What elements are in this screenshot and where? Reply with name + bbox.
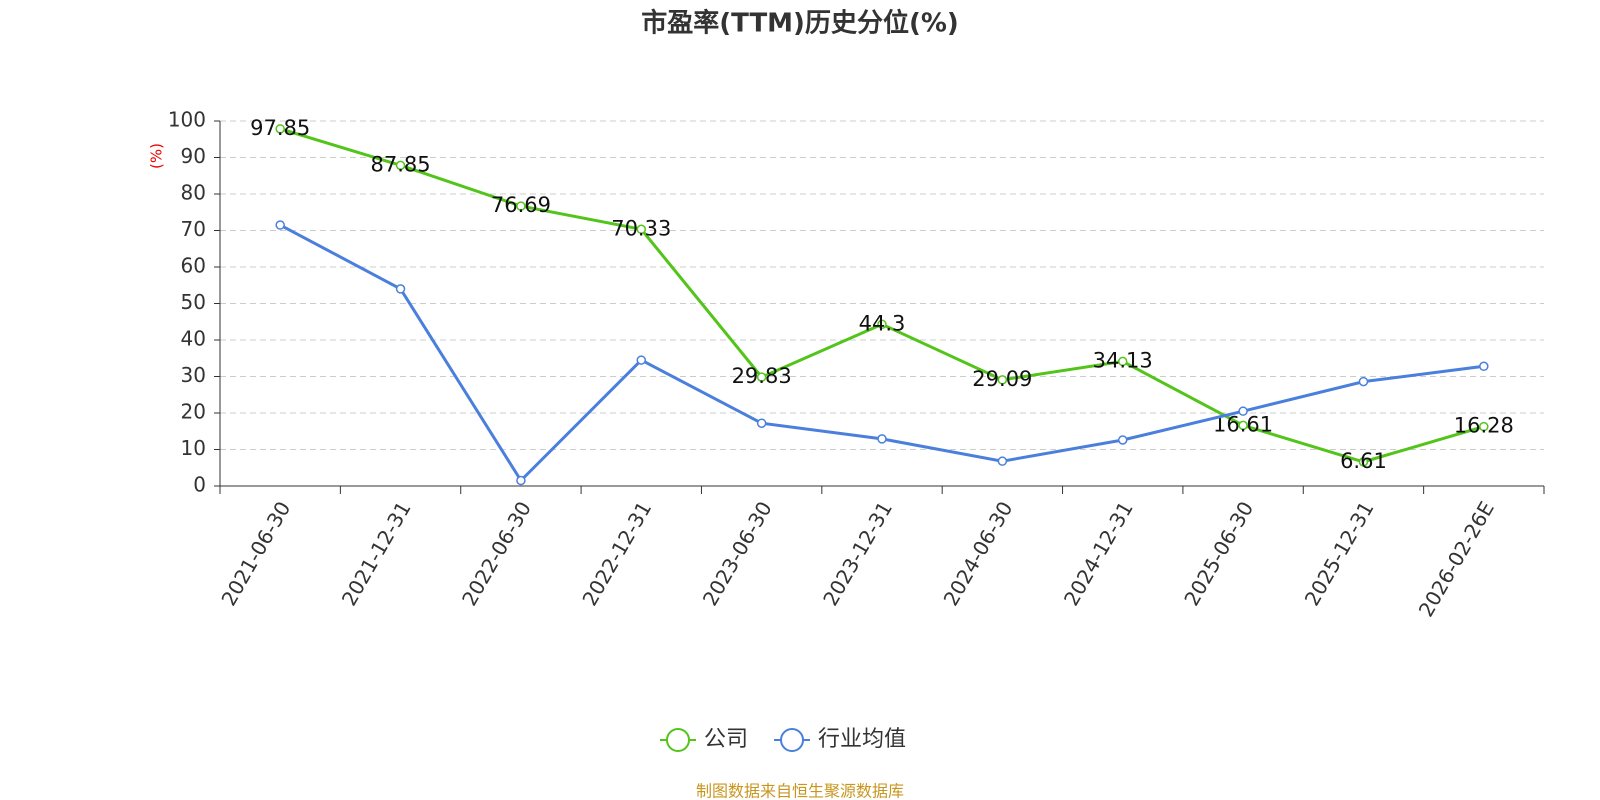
- data-point: [997, 456, 1008, 466]
- data-point: [877, 319, 887, 330]
- data-label: 76.69: [491, 193, 551, 217]
- x-tick-label: 2024-12-31: [1059, 497, 1138, 610]
- y-axis-label: (%): [148, 143, 166, 169]
- x-tick-label: 2023-06-30: [698, 497, 777, 610]
- data-point: [1479, 421, 1489, 432]
- data-point: [395, 160, 406, 171]
- data-point: [1238, 406, 1248, 416]
- data-point: [756, 418, 767, 428]
- x-tick-label: 2024-06-30: [939, 497, 1018, 610]
- chart-title: 市盈率(TTM)历史分位(%): [641, 8, 959, 39]
- data-point: [877, 434, 887, 444]
- x-tick-label: 2021-06-30: [216, 497, 295, 610]
- y-tick-label: 40: [181, 327, 206, 351]
- y-tick-label: 10: [181, 436, 206, 460]
- data-point: [1358, 457, 1369, 467]
- y-tick-label: 80: [181, 181, 206, 205]
- data-label: 6.61: [1340, 449, 1387, 473]
- data-point: [1479, 361, 1489, 372]
- y-tick-label: 0: [193, 473, 206, 497]
- data-point: [1117, 356, 1128, 367]
- data-point: [997, 375, 1008, 385]
- y-tick-label: 90: [181, 144, 206, 168]
- data-point: [275, 220, 285, 230]
- series-line: [279, 127, 1485, 464]
- data-point: [395, 284, 406, 294]
- data-label: 16.28: [1454, 414, 1514, 438]
- data-label: 34.13: [1093, 348, 1153, 372]
- legend-label: 行业均值: [818, 727, 906, 752]
- x-tick-label: 2021-12-31: [337, 497, 416, 610]
- legend-marker: [666, 728, 690, 752]
- legend-marker: [780, 728, 805, 752]
- data-point: [1358, 376, 1369, 387]
- data-point: [636, 355, 647, 365]
- data-label: 29.83: [732, 364, 792, 388]
- x-tick-label: 2022-12-31: [577, 497, 656, 610]
- data-label: 97.85: [250, 116, 310, 140]
- x-tick-label: 2022-06-30: [457, 497, 536, 610]
- source-note: 制图数据来自恒生聚源数据库: [696, 782, 904, 800]
- legend-label: 公司: [704, 727, 748, 752]
- data-point: [636, 224, 647, 235]
- data-point: [516, 475, 526, 486]
- x-tick-label: 2025-06-30: [1179, 497, 1258, 610]
- x-tick-label: 2023-12-31: [818, 497, 897, 610]
- data-label: 70.33: [611, 216, 671, 240]
- y-tick-label: 50: [181, 290, 206, 314]
- data-point: [1238, 420, 1248, 431]
- data-label: 87.85: [370, 152, 430, 176]
- data-label: 29.09: [972, 367, 1032, 391]
- y-tick-label: 30: [181, 363, 206, 387]
- data-point: [516, 201, 526, 211]
- data-point: [275, 124, 285, 134]
- y-tick-label: 70: [181, 217, 206, 241]
- x-tick-label: 2025-12-31: [1300, 497, 1379, 610]
- data-label: 44.3: [859, 311, 906, 335]
- y-tick-label: 100: [168, 108, 206, 132]
- y-tick-label: 60: [181, 254, 206, 278]
- data-point: [1117, 435, 1128, 445]
- x-tick-label: 2026-02-26E: [1414, 497, 1499, 621]
- y-tick-label: 20: [181, 400, 206, 424]
- data-point: [756, 372, 767, 382]
